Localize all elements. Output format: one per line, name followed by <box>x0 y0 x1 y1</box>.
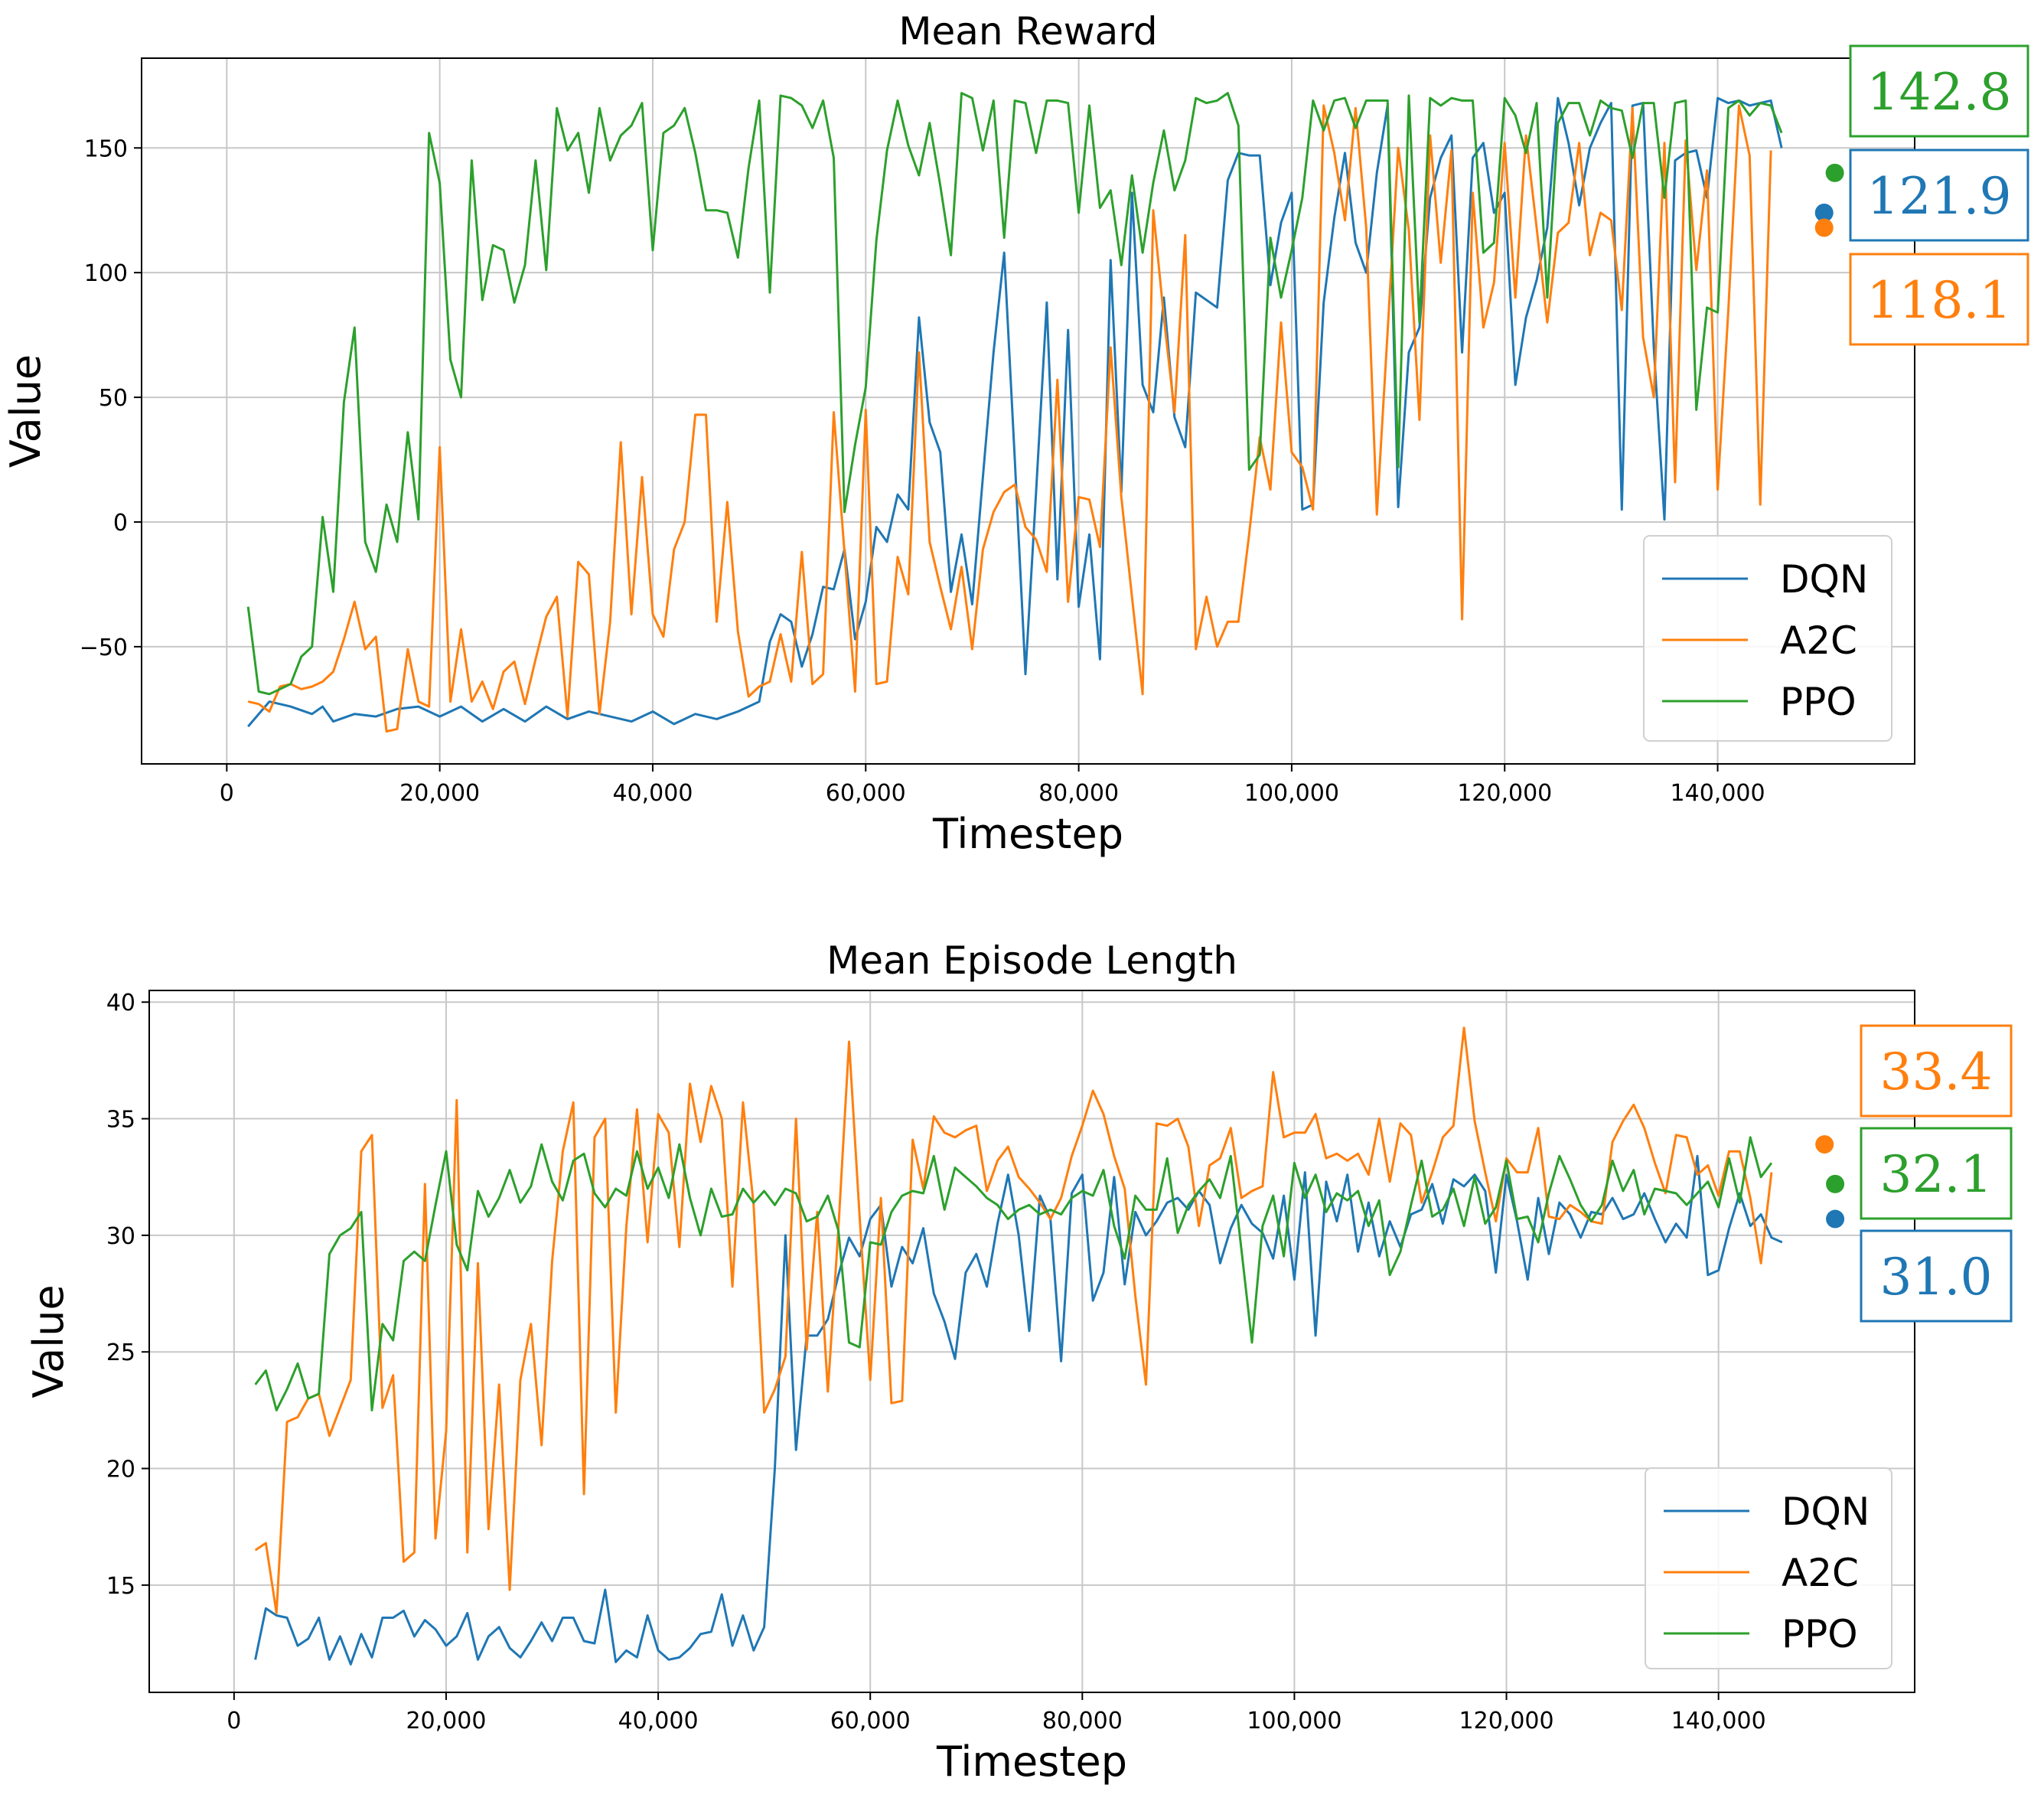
y-tick-label: 150 <box>84 135 128 162</box>
series-line-a2c <box>254 1026 1773 1614</box>
plot-frame <box>141 57 1915 765</box>
callout-dqn: 31.0 <box>1860 1229 2013 1323</box>
x-tick-label: 100,000 <box>1244 780 1339 807</box>
callout-ppo: 32.1 <box>1860 1127 2013 1220</box>
callout-a2c: 118.1 <box>1849 253 2029 346</box>
chart-title: Mean Episode Length <box>826 938 1237 983</box>
chart-title: Mean Reward <box>898 9 1157 54</box>
x-tick-label: 60,000 <box>830 1708 911 1734</box>
x-tick-label: 80,000 <box>1038 780 1119 807</box>
callout-box <box>1849 44 2029 138</box>
x-tick-label: 140,000 <box>1671 1708 1766 1734</box>
final-value-marker-dqn <box>1814 203 1834 222</box>
callout-value: 142.8 <box>1867 63 2012 122</box>
callout-value: 121.9 <box>1867 167 2012 226</box>
x-tick-label: 20,000 <box>399 780 480 807</box>
series-line-dqn <box>254 1154 1783 1666</box>
series-line-dqn <box>247 96 1783 728</box>
x-tick-label: 40,000 <box>612 780 693 807</box>
legend-label-ppo: PPO <box>1782 1612 1858 1656</box>
chart-panel-1: 0 20,000 40,000 60,000 80,000 100,000 120,000 1… <box>2 9 2029 858</box>
x-axis-label: Timestep <box>932 810 1123 858</box>
y-tick-label: 25 <box>106 1339 135 1366</box>
callout-value: 32.1 <box>1880 1145 1993 1204</box>
final-value-marker-dqn <box>1826 1209 1845 1229</box>
y-tick-label: 50 <box>99 385 128 412</box>
x-tick-label: 120,000 <box>1457 780 1552 807</box>
callout-value: 33.4 <box>1880 1043 1993 1101</box>
callout-box <box>1860 1024 2013 1118</box>
final-value-marker-ppo <box>1825 163 1844 182</box>
legend-label-ppo: PPO <box>1780 680 1857 724</box>
callout-box <box>1860 1127 2013 1220</box>
y-axis-label: Value <box>2 354 50 468</box>
legend: DQN A2C PPO <box>1645 1467 1892 1669</box>
y-tick-label: −50 <box>80 635 128 661</box>
x-tick-label: 20,000 <box>406 1708 486 1734</box>
x-tick-label: 0 <box>227 1708 241 1734</box>
x-tick-label: 80,000 <box>1042 1708 1123 1734</box>
final-value-marker-a2c <box>1814 218 1834 237</box>
chart-panel-2: 0 20,000 40,000 60,000 80,000 100,000 120,000 1… <box>24 938 2013 1786</box>
y-tick-label: 40 <box>106 990 135 1016</box>
legend-label-a2c: A2C <box>1782 1551 1859 1595</box>
callout-box <box>1849 148 2029 242</box>
x-tick-label: 120,000 <box>1459 1708 1554 1734</box>
legend-box <box>1645 1467 1892 1669</box>
legend-box <box>1643 535 1892 742</box>
callout-ppo: 142.8 <box>1849 44 2029 138</box>
plot-frame <box>148 990 1915 1693</box>
legend: DQN A2C PPO <box>1643 535 1892 742</box>
y-tick-label: 30 <box>106 1223 135 1250</box>
y-tick-label: 100 <box>84 260 128 287</box>
callout-box <box>1860 1229 2013 1323</box>
x-tick-label: 40,000 <box>618 1708 699 1734</box>
y-tick-label: 20 <box>106 1457 135 1483</box>
callout-box <box>1849 253 2029 346</box>
y-tick-label: 35 <box>106 1107 135 1134</box>
x-tick-label: 60,000 <box>826 780 906 807</box>
y-axis-label: Value <box>24 1284 73 1398</box>
y-tick-label: 15 <box>106 1573 135 1600</box>
final-value-marker-a2c <box>1815 1135 1834 1154</box>
final-value-marker-ppo <box>1826 1174 1845 1193</box>
callout-a2c: 33.4 <box>1860 1024 2013 1118</box>
x-tick-label: 100,000 <box>1247 1708 1341 1734</box>
series-line-ppo <box>246 92 1783 696</box>
series-line-ppo <box>254 1136 1773 1411</box>
series-line-a2c <box>247 104 1772 733</box>
callout-value: 31.0 <box>1880 1248 1993 1307</box>
legend-label-dqn: DQN <box>1782 1490 1870 1534</box>
y-tick-label: 0 <box>113 510 128 537</box>
x-axis-label: Timestep <box>936 1738 1127 1786</box>
x-tick-label: 0 <box>220 780 234 807</box>
callout-dqn: 121.9 <box>1849 148 2029 242</box>
legend-label-a2c: A2C <box>1780 618 1857 663</box>
callout-value: 118.1 <box>1867 271 2012 330</box>
legend-label-dqn: DQN <box>1780 557 1868 602</box>
x-tick-label: 140,000 <box>1671 780 1765 807</box>
